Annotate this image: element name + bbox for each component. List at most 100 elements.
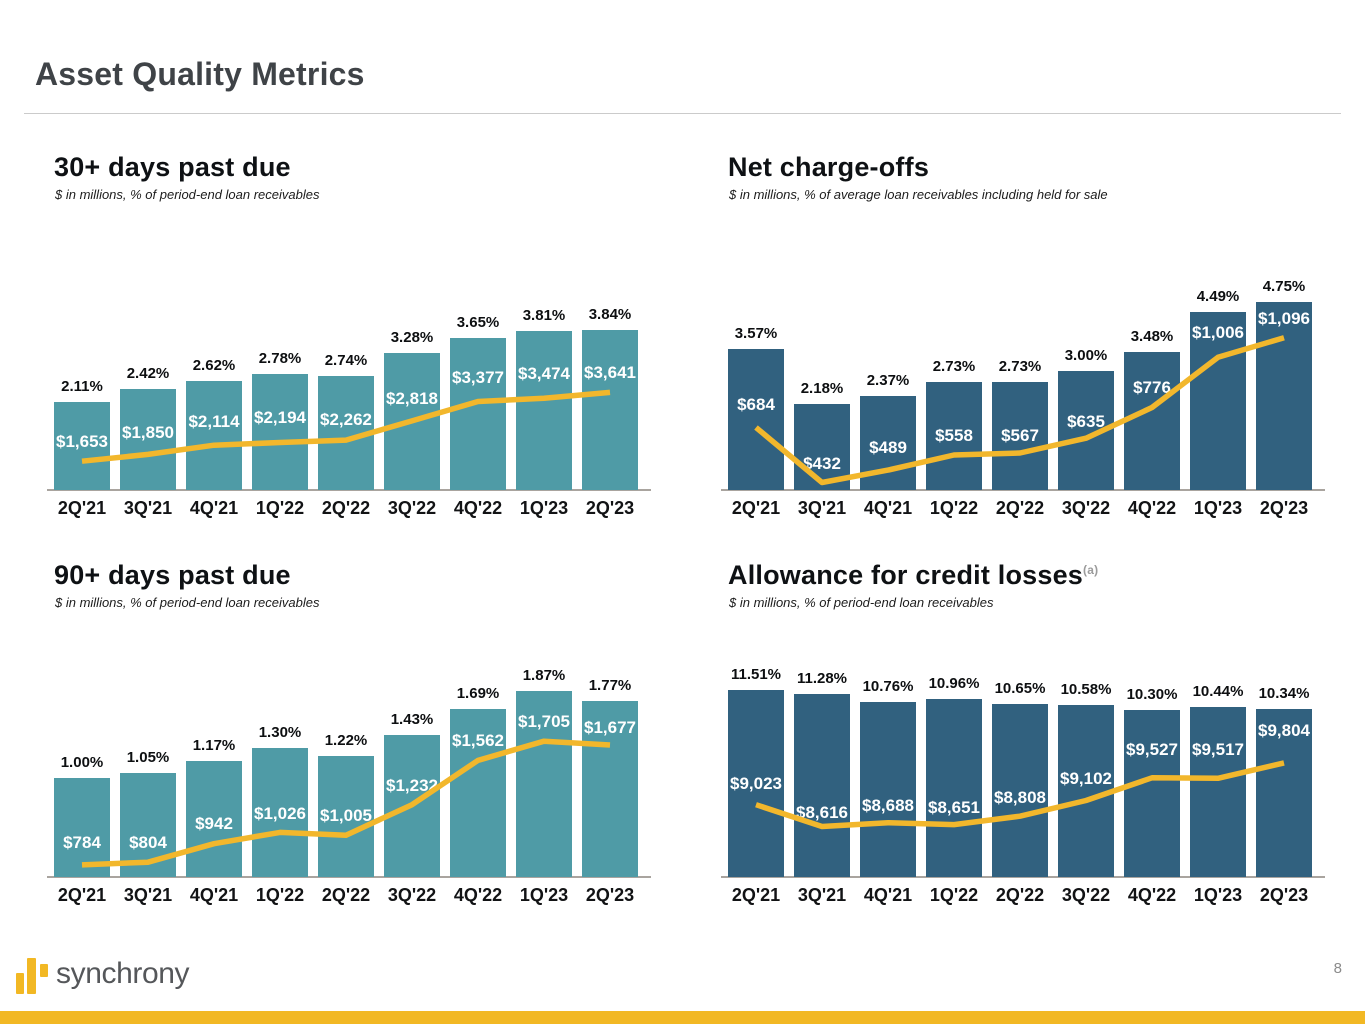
- footnote-marker: (a): [1083, 563, 1099, 577]
- percent-label: 2.74%: [324, 352, 368, 369]
- percent-label: 3.00%: [1064, 347, 1108, 364]
- bar: [1058, 705, 1114, 877]
- logo-bar-icon: [16, 973, 24, 994]
- percent-label: 10.65%: [994, 680, 1046, 697]
- x-axis-label: 3Q'21: [797, 498, 847, 518]
- logo-wordmark: synchrony: [56, 957, 190, 990]
- x-axis-label: 4Q'21: [863, 885, 913, 905]
- dollar-label: $3,474: [518, 364, 570, 383]
- x-axis-label: 1Q'23: [1193, 498, 1243, 518]
- x-axis-label: 1Q'22: [255, 885, 305, 905]
- percent-label: 3.57%: [734, 325, 778, 342]
- logo-bar-icon: [40, 964, 48, 977]
- x-axis-label: 2Q'23: [585, 885, 635, 905]
- chart-subtitle: $ in millions, % of average loan receiva…: [729, 187, 1108, 202]
- x-axis-label: 1Q'23: [519, 498, 569, 518]
- x-axis-label: 2Q'22: [321, 498, 371, 518]
- dollar-label: $776: [1133, 378, 1171, 397]
- x-axis-line: [47, 876, 651, 878]
- bar: [1124, 710, 1180, 877]
- x-axis-label: 2Q'21: [57, 885, 107, 905]
- chart-plot-allowance-credit-losses: 11.51% $9,023 2Q'21 11.28% $8,616 3Q'21 10.76%…: [721, 647, 1325, 905]
- percent-label: 2.62%: [192, 357, 236, 374]
- bar: [860, 702, 916, 877]
- x-axis-label: 2Q'23: [585, 498, 635, 518]
- x-axis-label: 1Q'23: [519, 885, 569, 905]
- percent-label: 2.42%: [126, 365, 170, 382]
- bar: [120, 773, 176, 877]
- chart-title-text: Allowance for credit losses: [728, 560, 1084, 590]
- dollar-label: $1,705: [518, 712, 570, 731]
- x-axis-label: 2Q'21: [731, 498, 781, 518]
- percent-label: 4.49%: [1196, 288, 1240, 305]
- x-axis-label: 2Q'21: [731, 885, 781, 905]
- dollar-label: $2,262: [320, 410, 372, 429]
- bar: [54, 778, 110, 877]
- chart-plot-90-days-past-due: 1.00% $784 2Q'21 1.05% $804 3Q'21 1.17% $942 4Q'…: [47, 647, 651, 905]
- percent-label: 10.30%: [1126, 686, 1178, 703]
- x-axis-label: 1Q'22: [929, 885, 979, 905]
- chart-title: 30+ days past due: [54, 152, 694, 183]
- synchrony-logo: synchrony: [16, 956, 256, 998]
- chart-title-text: 30+ days past due: [54, 152, 291, 182]
- chart-subtitle: $ in millions, % of period-end loan rece…: [55, 595, 320, 610]
- x-axis-label: 3Q'21: [797, 885, 847, 905]
- percent-label: 11.51%: [730, 666, 782, 683]
- bar: [384, 735, 440, 877]
- chart-block-30-days-past-due: 30+ days past due $ in millions, % of pe…: [47, 152, 694, 518]
- percent-label: 11.28%: [796, 670, 848, 687]
- chart-block-net-charge-offs: Net charge-offs $ in millions, % of aver…: [721, 152, 1365, 518]
- x-axis-label: 3Q'22: [387, 885, 437, 905]
- chart-plot-net-charge-offs: 3.57% $684 2Q'21 2.18% $432 3Q'21 2.37% $489 4Q'…: [721, 260, 1325, 518]
- dollar-label: $804: [129, 833, 167, 852]
- bar: [516, 331, 572, 490]
- dollar-label: $1,232: [386, 776, 438, 795]
- percent-label: 10.34%: [1258, 685, 1310, 702]
- dollar-label: $3,377: [452, 368, 504, 387]
- percent-label: 1.87%: [522, 667, 566, 684]
- x-axis-label: 2Q'22: [995, 885, 1045, 905]
- dollar-label: $684: [737, 395, 775, 414]
- percent-label: 4.75%: [1262, 278, 1306, 295]
- bar: [186, 381, 242, 490]
- percent-label: 10.58%: [1060, 681, 1112, 698]
- x-axis-line: [47, 489, 651, 491]
- x-axis-label: 2Q'23: [1259, 885, 1309, 905]
- x-axis-label: 4Q'21: [863, 498, 913, 518]
- x-axis-label: 2Q'21: [57, 498, 107, 518]
- bar: [582, 330, 638, 490]
- percent-label: 1.43%: [390, 711, 434, 728]
- x-axis-label: 3Q'21: [123, 498, 173, 518]
- x-axis-label: 3Q'22: [1061, 885, 1111, 905]
- x-axis-label: 4Q'22: [1127, 498, 1177, 518]
- bar: [926, 699, 982, 877]
- dollar-label: $1,562: [452, 731, 504, 750]
- x-axis-label: 4Q'22: [453, 498, 503, 518]
- dollar-label: $3,641: [584, 363, 636, 382]
- dollar-label: $9,023: [730, 774, 782, 793]
- bar: [1256, 302, 1312, 490]
- x-axis-line: [721, 489, 1325, 491]
- x-axis-label: 2Q'22: [321, 885, 371, 905]
- x-axis-label: 1Q'22: [929, 498, 979, 518]
- x-axis-label: 3Q'21: [123, 885, 173, 905]
- percent-label: 3.28%: [390, 329, 434, 346]
- dollar-label: $9,517: [1192, 740, 1244, 759]
- x-axis-label: 3Q'22: [387, 498, 437, 518]
- x-axis-label: 4Q'21: [189, 885, 239, 905]
- percent-label: 2.78%: [258, 350, 302, 367]
- bar: [450, 338, 506, 490]
- bar: [1124, 352, 1180, 490]
- dollar-label: $1,677: [584, 718, 636, 737]
- x-axis-label: 2Q'23: [1259, 498, 1309, 518]
- x-axis-label: 4Q'21: [189, 498, 239, 518]
- percent-label: 10.44%: [1192, 683, 1244, 700]
- bar: [794, 404, 850, 490]
- percent-label: 1.77%: [588, 677, 632, 694]
- chart-title-text: Net charge-offs: [728, 152, 930, 182]
- page-title: Asset Quality Metrics: [35, 56, 365, 92]
- x-axis-label: 1Q'23: [1193, 885, 1243, 905]
- dollar-label: $1,005: [320, 806, 372, 825]
- chart-title: 90+ days past due: [54, 560, 694, 591]
